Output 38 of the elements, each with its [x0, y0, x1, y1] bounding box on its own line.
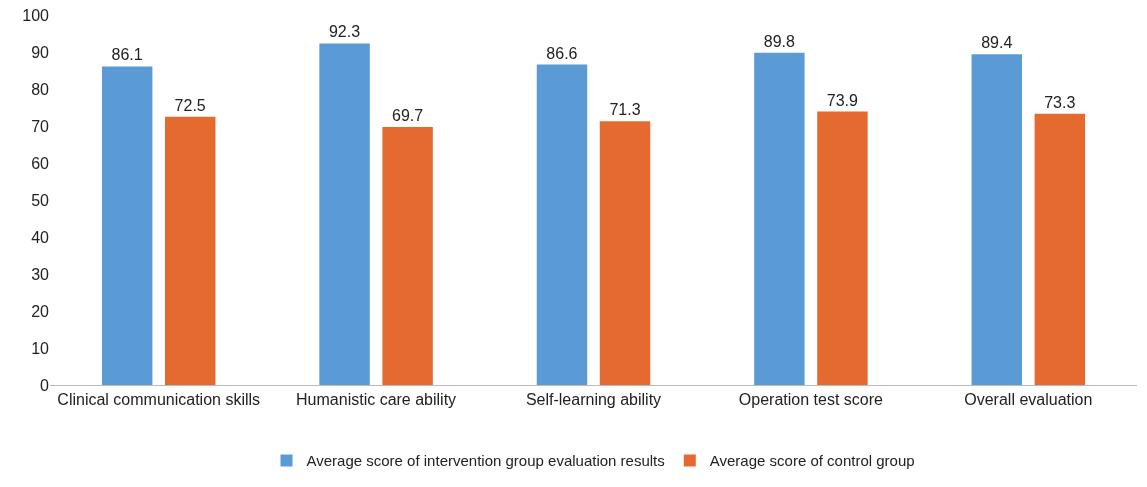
bar — [599, 121, 651, 385]
data-label: 73.3 — [1044, 93, 1076, 111]
x-tick-label: Clinical communication skills — [57, 391, 261, 409]
bar — [754, 52, 805, 385]
data-label: 89.8 — [763, 32, 795, 50]
x-tick-label: Overall evaluation — [964, 391, 1093, 409]
x-tick-label: Humanistic care ability — [296, 391, 457, 409]
data-label: 73.9 — [826, 91, 859, 109]
data-label: 69.7 — [392, 107, 424, 125]
y-tick-label: 30 — [31, 265, 50, 283]
y-tick-label: 80 — [31, 80, 50, 98]
legend-label: Average score of control group — [709, 452, 915, 470]
y-tick-label: 70 — [31, 117, 50, 135]
data-label: 86.1 — [111, 46, 143, 64]
bar — [536, 64, 588, 385]
y-tick-label: 20 — [31, 302, 50, 320]
x-tick-label: Self-learning ability — [525, 391, 662, 409]
y-tick-label: 100 — [22, 6, 50, 24]
bar — [101, 66, 153, 385]
y-tick-label: 90 — [31, 43, 50, 61]
bar — [319, 43, 370, 385]
x-tick-label: Operation test score — [738, 391, 884, 409]
y-tick-label: 50 — [31, 191, 50, 209]
bar — [971, 54, 1022, 385]
data-label: 89.4 — [981, 34, 1013, 52]
data-label: 86.6 — [546, 44, 578, 62]
y-tick-label: 0 — [40, 376, 50, 394]
data-label: 92.3 — [328, 23, 361, 41]
y-tick-label: 40 — [31, 228, 50, 246]
bar — [1034, 113, 1086, 385]
bar — [165, 116, 216, 385]
legend-label: Average score of intervention group evaluation results — [306, 452, 665, 470]
bar — [382, 127, 433, 385]
data-label: 71.3 — [609, 101, 641, 119]
y-tick-label: 10 — [31, 339, 50, 357]
data-label: 72.5 — [174, 96, 206, 114]
y-tick-label: 60 — [31, 154, 50, 172]
bar — [817, 111, 868, 385]
